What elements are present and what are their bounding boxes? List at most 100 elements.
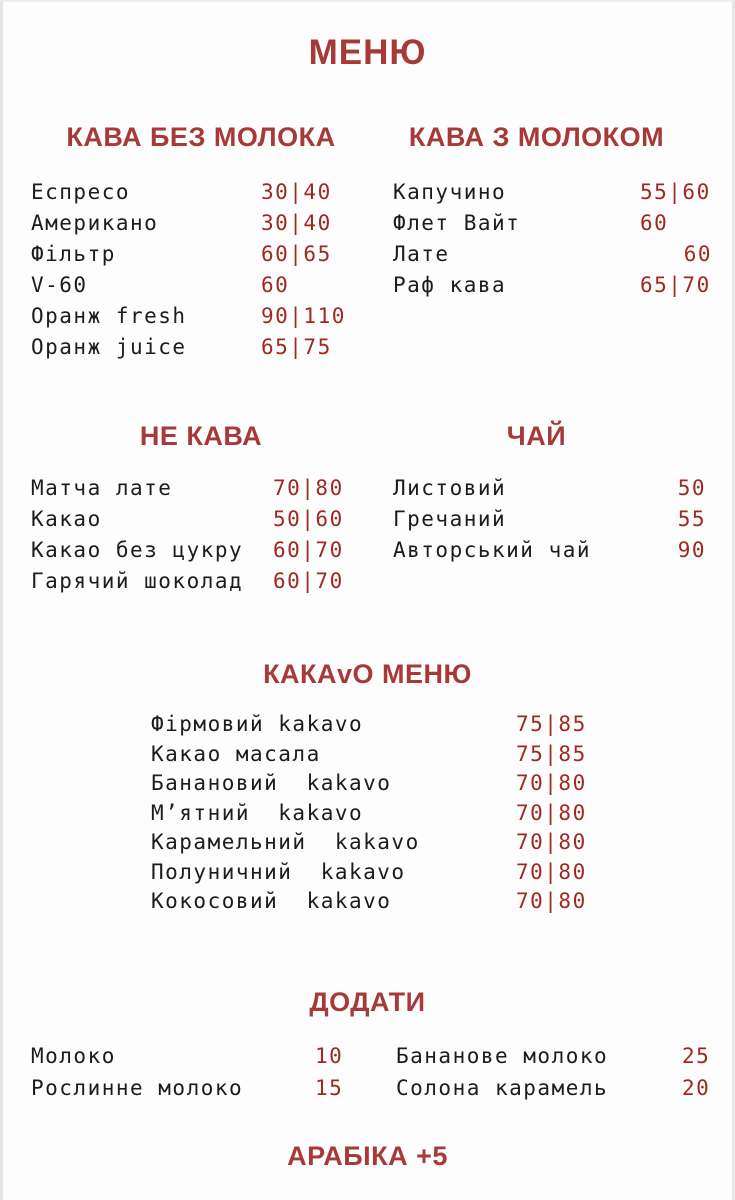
- menu-item: М’ятний kakavo 70|80: [3, 799, 732, 829]
- section-add-ons: Молоко 10 Рослинне молоко 15 Бананове мо…: [3, 1040, 732, 1104]
- section-title-tea: ЧАЙ: [506, 421, 567, 451]
- section-title-coffee-no-milk: КАВА БЕЗ МОЛОКА: [66, 122, 336, 152]
- item-price: 70|80: [516, 800, 587, 825]
- menu-item: Молоко 10: [3, 1040, 367, 1072]
- section-title-not-coffee: НЕ КАВА: [139, 421, 263, 451]
- item-name: Полуничний kakavo: [151, 859, 406, 884]
- item-price: 60|65: [261, 242, 332, 266]
- item-price: 10: [315, 1043, 344, 1068]
- menu-title: МЕНЮ: [308, 33, 427, 72]
- section-not-coffee: Матча лате 70|80 Какао 50|60 Какао без ц…: [3, 473, 367, 597]
- section-items-row-1: Еспресо 30|40 Американо 30|40 Фільтр 60|…: [3, 177, 732, 363]
- item-name: Бананове молоко: [396, 1043, 609, 1068]
- menu-item: V-60 60: [3, 270, 367, 301]
- item-price: 65|70: [640, 273, 711, 297]
- section-kakavo: Фірмовий kakavo 75|85 Какао масала 75|85…: [3, 710, 732, 917]
- item-name: Оранж juice: [31, 335, 187, 359]
- item-price: 60|70: [273, 569, 344, 593]
- menu-item: Фільтр 60|65: [3, 239, 367, 270]
- item-name: Гречаний: [393, 507, 507, 531]
- item-name: Еспресо: [31, 180, 131, 204]
- add-ons-right-column: Бананове молоко 25 Солона карамель 20: [367, 1040, 732, 1104]
- item-price: 60|70: [273, 538, 344, 562]
- footer-note: АРАБІКА +5: [287, 1140, 448, 1171]
- menu-item: Фірмовий kakavo 75|85: [3, 710, 732, 740]
- item-price: 70|80: [516, 771, 587, 795]
- menu-item: Бананове молоко 25: [367, 1040, 732, 1072]
- item-name: Какао без цукру: [31, 538, 244, 562]
- item-name: Какао масала: [151, 741, 321, 766]
- item-name: Раф кава: [393, 273, 507, 297]
- item-price: 65|75: [261, 335, 332, 359]
- menu-item: Оранж juice 65|75: [3, 332, 367, 363]
- item-name: Американо: [31, 211, 159, 235]
- section-items-row-2: Матча лате 70|80 Какао 50|60 Какао без ц…: [3, 473, 732, 597]
- menu-item: Рослинне молоко 15: [3, 1072, 367, 1104]
- item-name: Кокосовий kakavo: [151, 889, 392, 913]
- menu-item: Раф кава 65|70: [367, 270, 732, 301]
- menu-item: Какао 50|60: [3, 504, 367, 535]
- item-name: Авторський чай: [393, 538, 592, 562]
- item-price: 70|80: [273, 476, 344, 500]
- menu-item: Оранж fresh 90|110: [3, 301, 367, 332]
- section-headers-row-1: КАВА БЕЗ МОЛОКА КАВА З МОЛОКОМ: [3, 122, 732, 152]
- item-name: Молоко: [31, 1043, 116, 1068]
- item-name: Солона карамель: [396, 1075, 609, 1100]
- menu-item: Еспресо 30|40: [3, 177, 367, 208]
- menu-item: Матча лате 70|80: [3, 473, 367, 504]
- menu-item: Капучино 55|60: [367, 177, 732, 208]
- item-name: Фільтр: [31, 242, 116, 266]
- section-headers-row-2: НЕ КАВА ЧАЙ: [3, 421, 732, 451]
- item-price: 50|60: [273, 507, 344, 531]
- menu-item: Гарячий шоколад 60|70: [3, 566, 367, 597]
- section-coffee-with-milk: Капучино 55|60 Флет Вайт 60 Лате 60 Раф …: [367, 177, 732, 363]
- section-coffee-no-milk: Еспресо 30|40 Американо 30|40 Фільтр 60|…: [3, 177, 367, 363]
- item-price: 20: [682, 1075, 711, 1100]
- menu-item: Флет Вайт 60: [367, 208, 732, 239]
- item-name: Карамельний kakavo: [151, 830, 420, 854]
- item-name: Банановий kakavo: [151, 771, 392, 795]
- item-price: 30|40: [261, 211, 332, 235]
- item-price: 50: [677, 476, 706, 500]
- item-name: Лате: [393, 242, 450, 266]
- item-price: 90|110: [261, 304, 346, 328]
- menu-item: Какао без цукру 60|70: [3, 535, 367, 566]
- item-price: 90: [677, 538, 706, 562]
- item-price: 70|80: [516, 830, 587, 854]
- menu-item: Американо 30|40: [3, 208, 367, 239]
- section-title-add-ons: ДОДАТИ: [309, 986, 426, 1017]
- menu-item: Гречаний 55: [367, 504, 732, 535]
- item-price: 25: [682, 1043, 711, 1068]
- menu-item: Какао масала 75|85: [3, 740, 732, 770]
- item-name: Листовий: [393, 476, 507, 500]
- add-ons-left-column: Молоко 10 Рослинне молоко 15: [3, 1040, 367, 1104]
- item-price: 55|60: [640, 180, 711, 204]
- item-price: 70|80: [516, 889, 587, 913]
- item-name: Матча лате: [31, 476, 173, 500]
- item-name: Капучино: [393, 180, 507, 204]
- section-title-coffee-with-milk: КАВА З МОЛОКОМ: [408, 122, 665, 152]
- menu-item: Полуничний kakavo 70|80: [3, 858, 732, 888]
- item-name: Рослинне молоко: [31, 1075, 244, 1100]
- item-price: 75|85: [516, 712, 587, 736]
- item-price: 70|80: [516, 859, 587, 884]
- item-price: 60: [683, 242, 712, 266]
- section-tea: Листовий 50 Гречаний 55 Авторський чай 9…: [367, 473, 732, 597]
- item-name: Флет Вайт: [393, 211, 521, 235]
- menu-item: Банановий kakavo 70|80: [3, 769, 732, 799]
- item-name: Какао: [31, 507, 102, 531]
- item-name: Оранж fresh: [31, 304, 187, 328]
- item-price: 60: [261, 273, 290, 297]
- menu-item: Авторський чай 90: [367, 535, 732, 566]
- item-price: 75|85: [516, 741, 587, 766]
- item-price: 30|40: [261, 180, 332, 204]
- menu-item: Кокосовий kakavo 70|80: [3, 887, 732, 917]
- item-price: 55: [677, 507, 706, 531]
- item-name: Фірмовий kakavo: [151, 712, 364, 736]
- section-title-kakavo: КАКАvО МЕНЮ: [263, 659, 472, 689]
- item-name: Гарячий шоколад: [31, 569, 244, 593]
- menu-item: Солона карамель 20: [367, 1072, 732, 1104]
- menu-item: Листовий 50: [367, 473, 732, 504]
- menu-item: Карамельний kakavo 70|80: [3, 828, 732, 858]
